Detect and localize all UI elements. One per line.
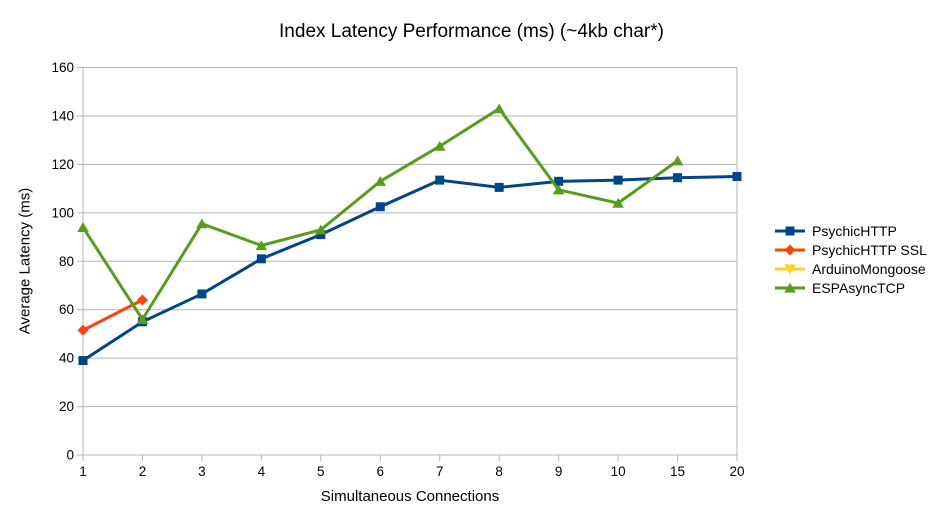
x-tick-label: 10 bbox=[611, 464, 626, 479]
x-tick-label: 3 bbox=[198, 464, 206, 479]
series-marker bbox=[785, 226, 795, 236]
y-tick-label: 120 bbox=[51, 157, 74, 172]
series-marker bbox=[315, 224, 327, 235]
x-tick-label: 2 bbox=[139, 464, 147, 479]
series-line bbox=[81, 106, 679, 323]
gridlines bbox=[83, 67, 737, 456]
series-marker bbox=[197, 289, 207, 299]
series-psychichttp bbox=[78, 171, 742, 366]
diamond-marker-icon bbox=[775, 244, 805, 256]
legend-label: PsychicHTTP bbox=[812, 223, 897, 239]
y-tick-label: 100 bbox=[51, 205, 74, 220]
y-tick-label: 0 bbox=[66, 448, 74, 463]
series-marker bbox=[435, 175, 445, 185]
series-espasynctcp bbox=[77, 103, 684, 324]
chart-title: Index Latency Performance (ms) (~4kb cha… bbox=[279, 21, 664, 42]
series-marker bbox=[78, 356, 88, 366]
y-tick-label: 160 bbox=[51, 60, 74, 75]
series-marker bbox=[77, 324, 89, 336]
x-tick-label: 15 bbox=[670, 464, 685, 479]
y-tick-label: 40 bbox=[59, 351, 74, 366]
series-psychichttp-ssl bbox=[77, 294, 148, 336]
series-marker bbox=[255, 240, 268, 251]
series-marker bbox=[673, 173, 683, 183]
series-marker bbox=[552, 184, 565, 195]
series-marker bbox=[375, 202, 385, 212]
x-tick-label: 8 bbox=[495, 464, 503, 479]
triangle-down-marker-icon bbox=[775, 264, 805, 275]
x-tick-label: 7 bbox=[436, 464, 444, 479]
series-marker bbox=[136, 314, 149, 324]
legend-item-arduinomongoose: ArduinoMongoose bbox=[775, 261, 927, 277]
triangle-up-marker-icon bbox=[775, 282, 805, 293]
x-tick-label: 9 bbox=[555, 464, 563, 479]
y-tick-label: 20 bbox=[59, 399, 74, 414]
series-marker bbox=[613, 175, 623, 185]
legend-item-espasynctcp: ESPAsyncTCP bbox=[775, 280, 927, 296]
tick-labels: 0 20 40 60 80 100 120 140 160 1 2 3 4 5 6 7 8 9 10 15 20 bbox=[51, 60, 744, 479]
series-marker bbox=[732, 171, 742, 181]
legend-label: PsychicHTTP SSL bbox=[812, 242, 927, 258]
legend: PsychicHTTP PsychicHTTP SSL ArduinoMongoos… bbox=[775, 223, 927, 296]
series-marker bbox=[784, 264, 796, 275]
legend-item-psychichttp-ssl: PsychicHTTP SSL bbox=[775, 242, 927, 258]
series-marker bbox=[256, 254, 266, 264]
x-tick-label: 20 bbox=[729, 464, 744, 479]
series-marker bbox=[494, 182, 504, 192]
y-tick-label: 140 bbox=[51, 108, 74, 123]
series-marker bbox=[612, 197, 624, 208]
series-marker bbox=[784, 282, 796, 293]
series-marker bbox=[554, 176, 564, 186]
x-tick-label: 4 bbox=[258, 464, 266, 479]
series-marker bbox=[784, 244, 796, 256]
series-line bbox=[82, 174, 738, 362]
x-axis-title: Simultaneous Connections bbox=[320, 488, 500, 505]
x-tick-label: 6 bbox=[377, 464, 385, 479]
legend-label: ESPAsyncTCP bbox=[812, 280, 906, 296]
series-marker bbox=[77, 222, 89, 232]
y-tick-label: 80 bbox=[59, 254, 74, 269]
series-marker bbox=[316, 230, 326, 240]
series-marker bbox=[374, 176, 387, 186]
series-marker bbox=[493, 103, 505, 114]
legend-item-psychichttp: PsychicHTTP bbox=[775, 223, 927, 239]
series-marker bbox=[196, 218, 208, 229]
series-marker bbox=[433, 141, 446, 151]
series-marker bbox=[136, 294, 148, 306]
series-marker bbox=[671, 155, 684, 166]
x-tick-label: 1 bbox=[79, 464, 87, 479]
y-tick-label: 60 bbox=[59, 302, 74, 317]
square-marker-icon bbox=[775, 226, 805, 236]
legend-label: ArduinoMongoose bbox=[812, 261, 926, 277]
x-tick-label: 5 bbox=[317, 464, 325, 479]
